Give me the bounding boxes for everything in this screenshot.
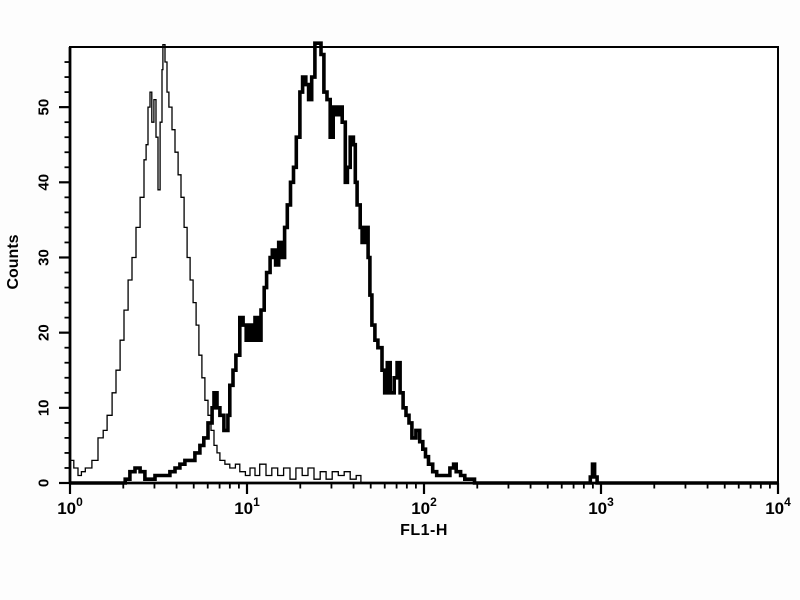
x-tick-label: 100 [57, 495, 83, 518]
y-axis-label: Counts [5, 234, 22, 290]
plot-area [70, 47, 778, 483]
x-tick-label: 102 [411, 495, 437, 518]
x-tick-label: 104 [765, 495, 791, 518]
y-tick-label: 20 [36, 324, 53, 341]
y-tick-label: 50 [36, 99, 53, 116]
x-tick-label: 103 [588, 495, 614, 518]
thin-line-histogram [70, 44, 778, 484]
x-tick-label: 101 [234, 495, 260, 518]
y-tick-label: 0 [36, 479, 53, 487]
y-tick-label: 10 [36, 399, 53, 416]
y-tick-label: 30 [36, 249, 53, 266]
thick-line-histogram [70, 41, 778, 485]
y-tick-label: 40 [36, 174, 53, 191]
x-axis-label: FL1-H [400, 522, 448, 539]
